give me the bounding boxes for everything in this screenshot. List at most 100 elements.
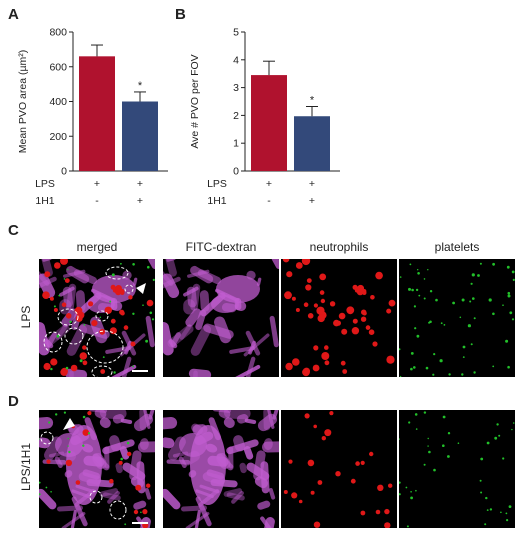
neutrophil-signal xyxy=(42,291,50,299)
platelet-signal xyxy=(140,511,142,514)
neutrophil-signal xyxy=(324,360,330,366)
vessel-signal xyxy=(257,500,271,510)
vessel-signal xyxy=(263,517,275,528)
platelet-signal xyxy=(415,489,417,492)
vessel-signal xyxy=(102,492,121,501)
neutrophil-signal xyxy=(352,318,358,324)
platelet-signal xyxy=(423,297,426,300)
bar-chart-a: 0 200 400 600 800 Mean PVO area (µm²) * LPS 1H1 +… xyxy=(17,27,168,207)
platelet-signal xyxy=(492,312,495,316)
neutrophil-signal xyxy=(70,364,78,372)
vessel-signal xyxy=(229,346,256,354)
vessel-signal xyxy=(46,332,57,348)
neutrophil-signal xyxy=(75,480,81,485)
row-label-lps: LPS xyxy=(19,305,33,329)
column-header-fitc-dextran: FITC-dextran xyxy=(185,240,257,254)
neutrophil-signal xyxy=(127,451,132,457)
pvo-outline xyxy=(95,310,109,322)
neutrophil-signal xyxy=(61,302,67,307)
platelet-signal xyxy=(486,441,490,445)
platelet-signal xyxy=(479,479,482,482)
micrograph-lps-fitc-dextran xyxy=(163,259,279,377)
neutrophil-signal xyxy=(313,521,321,528)
treatment-value-1h1: + xyxy=(137,195,143,207)
platelet-signal xyxy=(414,413,418,416)
neutrophil-signal xyxy=(342,369,348,374)
pvo-outline xyxy=(91,365,113,377)
pvo-outline xyxy=(43,331,63,353)
neutrophil-signal xyxy=(110,284,116,290)
vessel-signal xyxy=(163,488,181,510)
platelet-signal xyxy=(67,445,69,447)
platelet-signal xyxy=(508,505,512,508)
platelet-signal xyxy=(406,525,409,528)
panel-letter-b: B xyxy=(175,6,186,23)
platelet-signal xyxy=(405,486,408,489)
platelet-signal xyxy=(440,322,443,325)
vessel-signal xyxy=(246,462,270,481)
neutrophil-signal xyxy=(285,362,293,371)
platelet-signal xyxy=(414,327,417,330)
neutrophil-signal xyxy=(362,289,367,294)
vessel-signal xyxy=(212,410,231,413)
neutrophil-signal xyxy=(135,484,142,491)
panel-letter-c: C xyxy=(8,222,19,239)
vessel-signal xyxy=(145,315,155,348)
neutrophil-signal xyxy=(320,298,326,304)
column-header-platelets: platelets xyxy=(434,240,480,254)
neutrophil-signal xyxy=(375,271,383,280)
vessel-signal xyxy=(39,321,50,356)
platelet-signal xyxy=(484,523,487,526)
neutrophil-signal xyxy=(375,509,381,515)
platelet-signal xyxy=(423,411,427,414)
arrowhead-marker xyxy=(136,283,146,294)
platelet-signal xyxy=(399,276,402,278)
platelet-signal xyxy=(512,422,515,424)
platelet-signal xyxy=(506,519,509,522)
vessel-signal xyxy=(243,446,254,460)
platelet-signal xyxy=(489,508,493,511)
neutrophil-signal xyxy=(317,480,323,485)
vessel-signal xyxy=(193,509,201,528)
vessel-signal xyxy=(88,410,107,413)
neutrophil-signal xyxy=(109,478,114,484)
y-tick-label: 0 xyxy=(233,166,239,178)
vessel-signal xyxy=(119,446,130,460)
neutrophil-signal xyxy=(386,308,392,314)
neutrophil-signal xyxy=(369,451,374,457)
neutrophil-signal xyxy=(329,301,336,307)
neutrophil-signal xyxy=(305,284,312,291)
neutrophil-signal xyxy=(49,296,54,301)
neutrophil-signal xyxy=(352,284,358,290)
platelet-signal xyxy=(63,278,66,280)
vessel-signal xyxy=(112,414,125,424)
vessel-signal xyxy=(62,286,73,308)
neutrophil-signal xyxy=(360,510,366,516)
neutrophil-signal xyxy=(146,299,154,307)
neutrophil-signal xyxy=(304,413,310,419)
platelet-signal xyxy=(505,339,509,343)
neutrophil-signal xyxy=(312,364,320,372)
platelet-signal xyxy=(152,278,155,281)
platelet-signal xyxy=(506,265,510,269)
vessel-signal xyxy=(139,438,149,450)
bar-chart-b: 0 1 2 3 4 5 Ave # PVO per FOV * LPS 1H1 + - + + xyxy=(189,27,340,207)
treatment-label-lps: LPS xyxy=(35,178,55,190)
treatment-value-lps: + xyxy=(94,178,100,190)
neutrophil-signal xyxy=(313,345,319,351)
platelet-signal xyxy=(410,352,414,355)
vessel-signal xyxy=(102,439,135,455)
neutrophil-signal xyxy=(282,259,290,263)
neutrophil-signal xyxy=(301,259,311,266)
platelet-signal xyxy=(511,270,515,274)
platelet-signal xyxy=(65,366,69,370)
platelet-signal xyxy=(399,493,401,496)
platelet-signal xyxy=(418,294,421,297)
vessel-signal xyxy=(214,316,232,344)
column-header-neutrophils: neutrophils xyxy=(309,240,369,254)
vessel-signal xyxy=(268,488,276,500)
platelet-signal xyxy=(427,269,429,271)
neutrophil-signal xyxy=(335,471,341,477)
neutrophil-signal xyxy=(370,295,375,300)
neutrophil-signal xyxy=(130,341,136,347)
